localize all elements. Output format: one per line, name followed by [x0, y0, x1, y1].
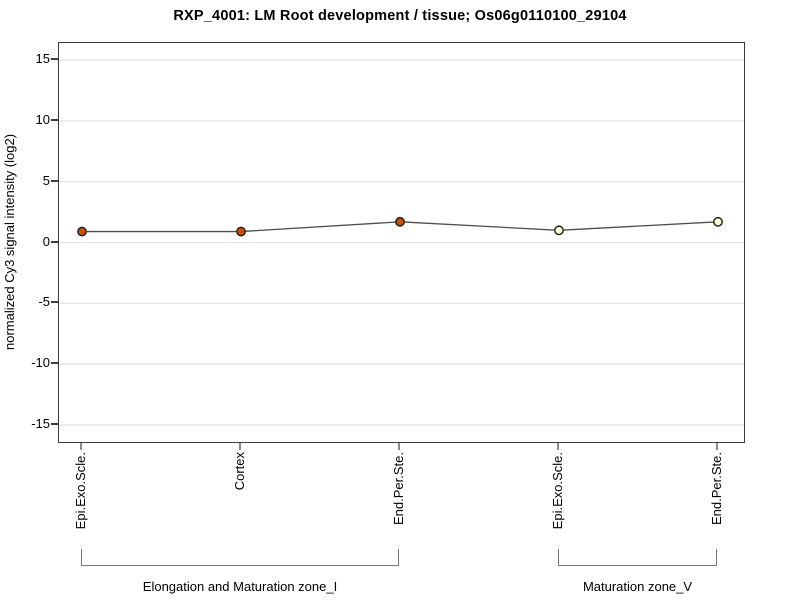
- y-tick-mark: [51, 422, 58, 425]
- data-point: [554, 225, 564, 236]
- y-tick-label: 10: [35, 111, 50, 127]
- data-point: [713, 216, 723, 227]
- y-tick-label: -5: [38, 294, 50, 310]
- group-bracket: [558, 549, 717, 566]
- y-tick-label: 5: [42, 172, 50, 188]
- group-label: Elongation and Maturation zone_I: [142, 579, 338, 594]
- x-tick-label: Epi.Exo.Scle.: [550, 452, 565, 530]
- y-tick-label: 15: [35, 51, 50, 67]
- y-tick-mark: [51, 118, 58, 121]
- y-tick-label: 0: [42, 233, 50, 249]
- y-tick-mark: [51, 240, 58, 243]
- x-tick-label: Cortex: [232, 452, 247, 491]
- x-tick-label: Epi.Exo.Scle.: [73, 452, 88, 530]
- y-tick-mark: [51, 58, 58, 61]
- x-tick-mark: [239, 442, 241, 450]
- y-tick-mark: [51, 179, 58, 182]
- data-point: [236, 226, 246, 237]
- x-tick-mark: [398, 442, 400, 450]
- x-tick-label: End.Per.Ste.: [391, 452, 406, 525]
- y-tick-label: -10: [31, 355, 50, 371]
- data-point: [395, 216, 405, 227]
- chart-canvas: [59, 59, 744, 426]
- group-label: Maturation zone_V: [582, 579, 693, 594]
- x-tick-mark: [557, 442, 559, 450]
- x-tick-mark: [80, 442, 82, 450]
- x-tick-mark: [716, 442, 718, 450]
- group-bracket: [81, 549, 399, 566]
- data-point: [77, 226, 87, 237]
- x-tick-label: End.Per.Ste.: [709, 452, 724, 525]
- chart-title: RXP_4001: LM Root development / tissue; …: [173, 8, 627, 24]
- plot-area: [58, 42, 745, 443]
- y-tick-label: -15: [31, 415, 50, 431]
- y-tick-mark: [51, 362, 58, 365]
- y-tick-mark: [51, 301, 58, 304]
